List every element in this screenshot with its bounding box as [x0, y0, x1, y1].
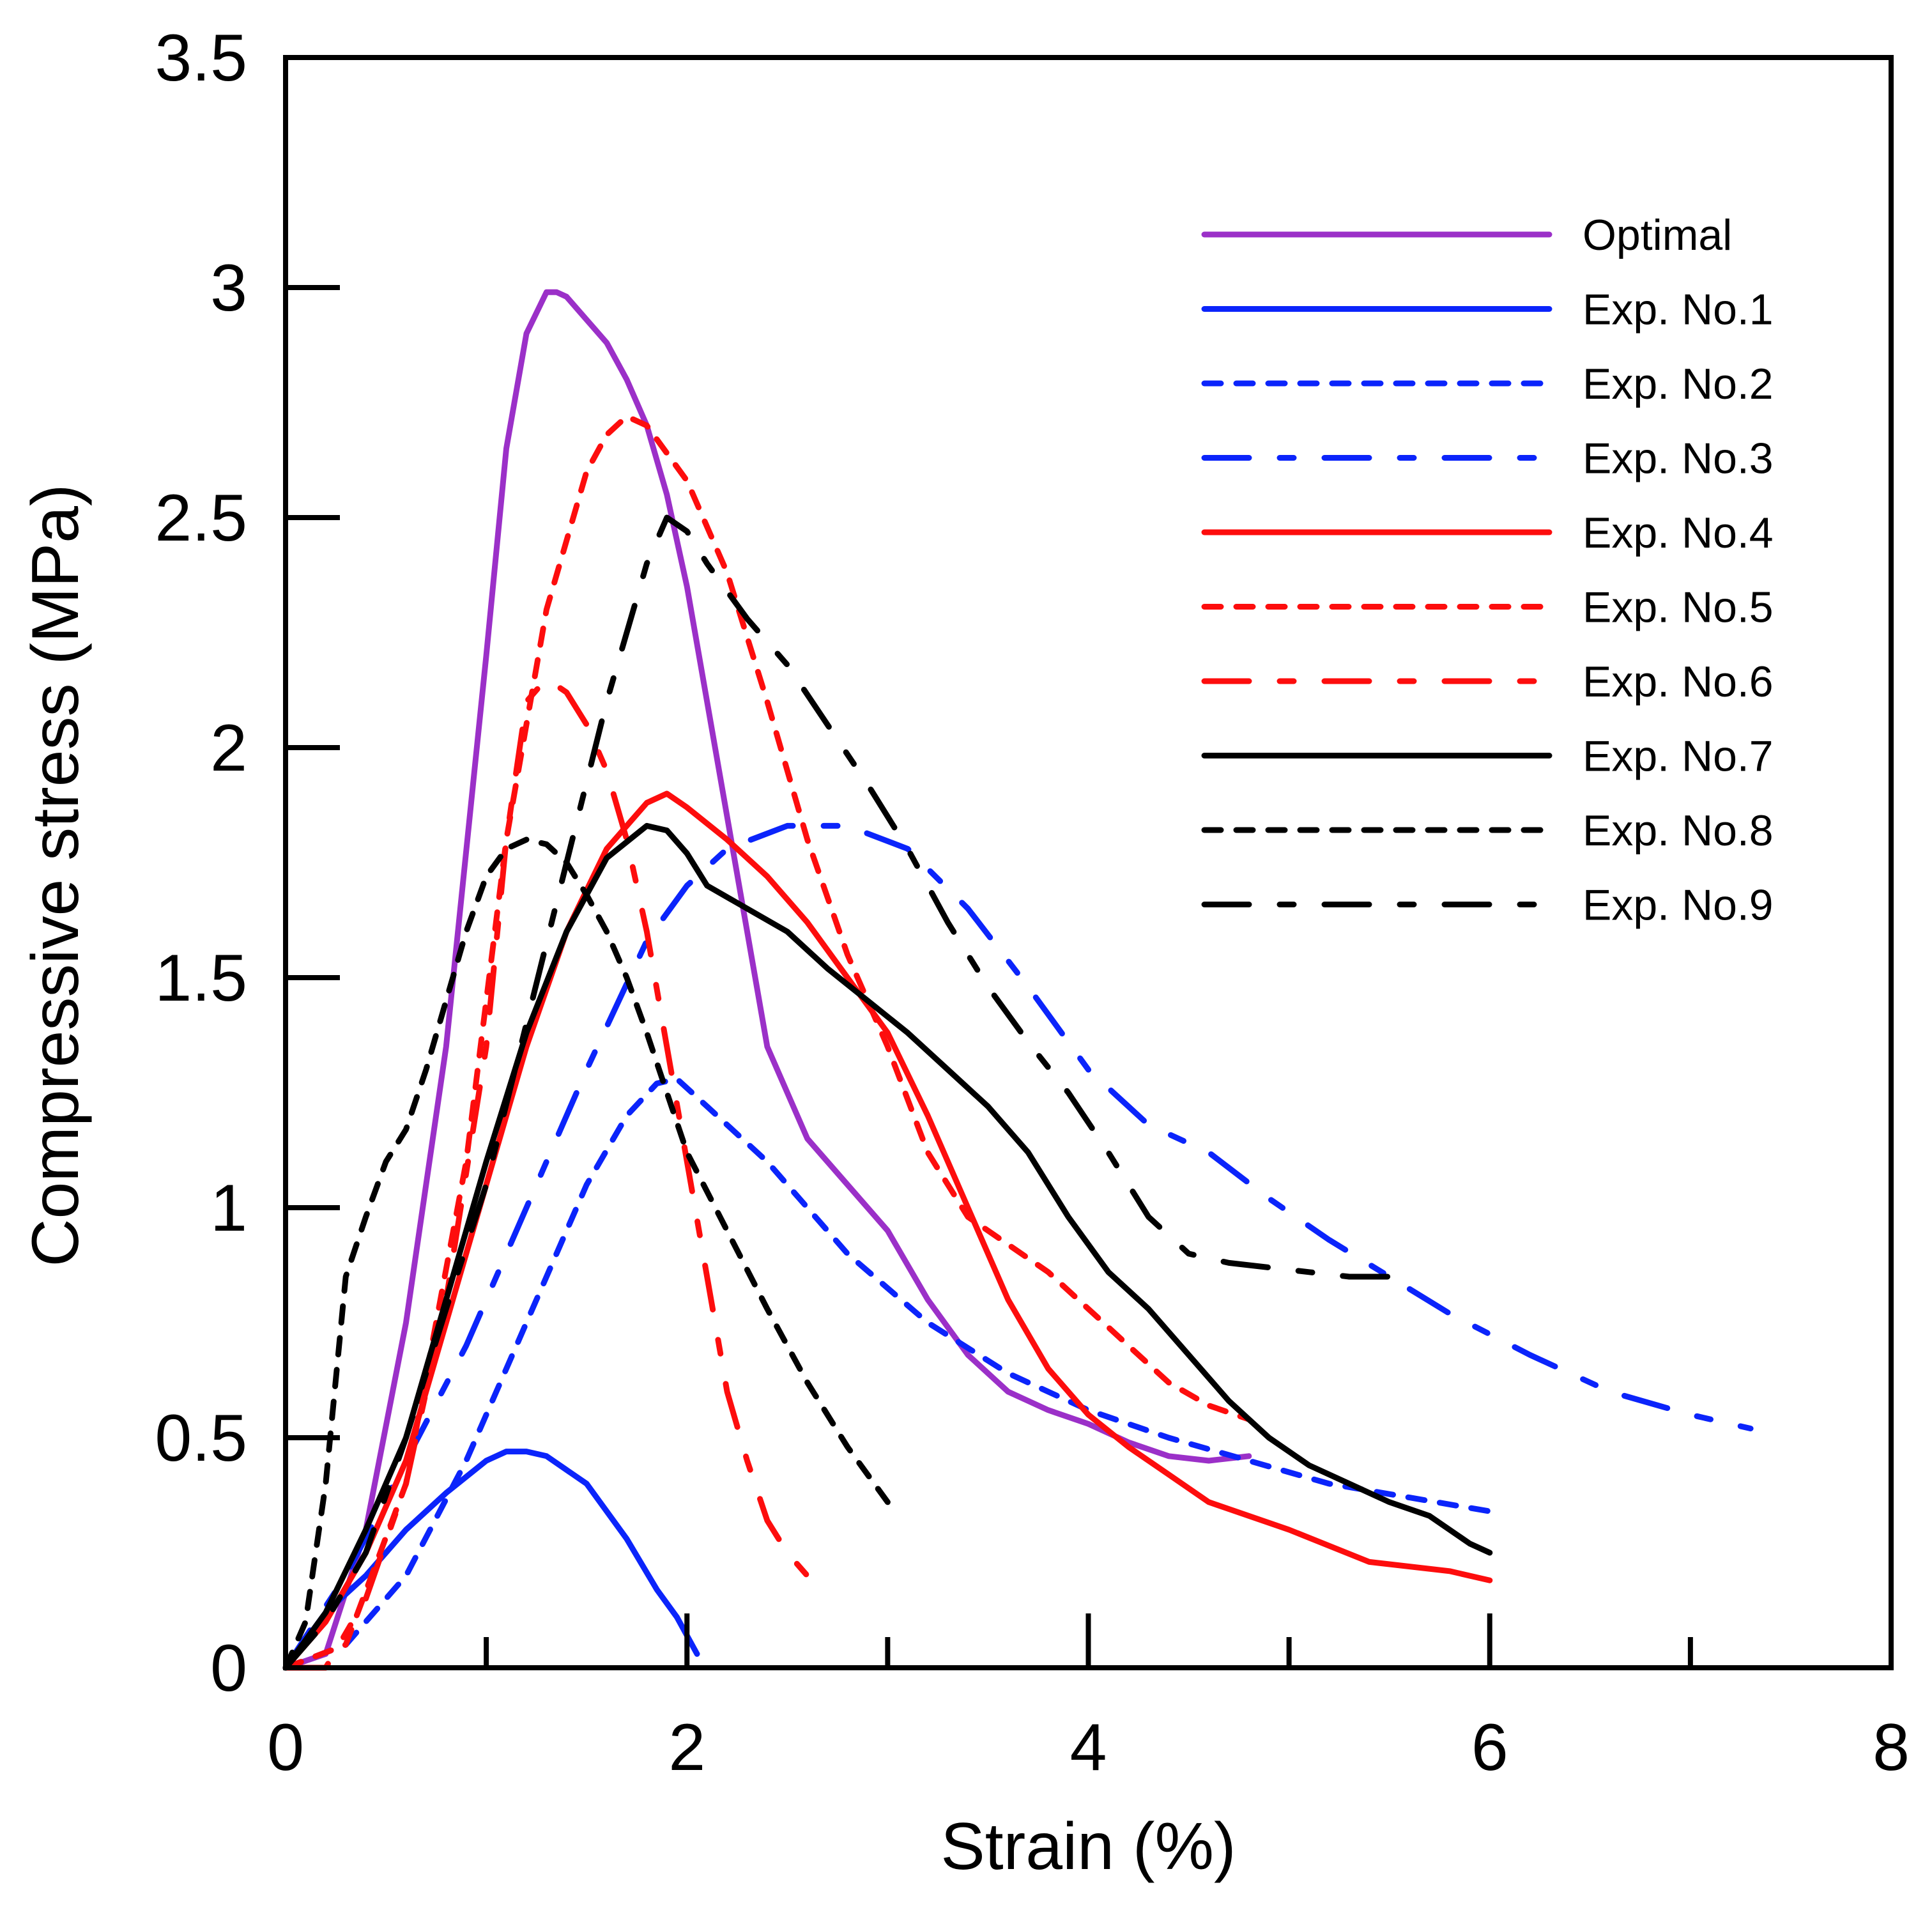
series-line-optimal — [282, 289, 1252, 1671]
legend-label-optimal: Optimal — [1583, 211, 1732, 259]
legend-label-exp-no-6: Exp. No.6 — [1583, 658, 1774, 706]
series-line-exp-no-5 — [282, 413, 1252, 1671]
series-line-exp-no-6 — [282, 675, 831, 1671]
x-tick-label-6: 6 — [1471, 1711, 1508, 1785]
x-tick-label-4: 4 — [1070, 1711, 1107, 1785]
y-tick-label-0: 0 — [210, 1631, 247, 1705]
x-tick-label-8: 8 — [1873, 1711, 1910, 1785]
legend-label-exp-no-4: Exp. No.4 — [1583, 509, 1774, 557]
series-line-exp-no-2 — [282, 1075, 1493, 1671]
series-line-exp-no-7 — [282, 822, 1493, 1671]
legend-label-exp-no-2: Exp. No.2 — [1583, 360, 1774, 408]
series-line-exp-no-9 — [282, 514, 1393, 1671]
tick-layer: 0 0.5 1 1.5 2 2.5 3 3.5 0 2 4 6 8 — [155, 21, 1910, 1785]
x-tick-label-2: 2 — [668, 1711, 705, 1785]
x-axis-label: Strain (%) — [940, 1810, 1236, 1884]
y-tick-label-3-5: 3.5 — [155, 21, 247, 95]
series-line-exp-no-3 — [282, 822, 1754, 1671]
y-axis-label: Compressive stress (MPa) — [19, 484, 93, 1266]
legend: Optimal Exp. No.1 Exp. No.2 Exp. No.3 Exp. N… — [1201, 211, 1774, 930]
legend-label-exp-no-1: Exp. No.1 — [1583, 286, 1774, 334]
y-tick-label-1-5: 1.5 — [155, 941, 247, 1015]
y-tick-label-2-5: 2.5 — [155, 481, 247, 555]
legend-label-exp-no-7: Exp. No.7 — [1583, 732, 1774, 781]
legend-label-exp-no-5: Exp. No.5 — [1583, 583, 1774, 632]
series-line-exp-no-8 — [282, 836, 891, 1671]
series-layer — [282, 289, 1754, 1671]
legend-label-exp-no-3: Exp. No.3 — [1583, 435, 1774, 483]
y-tick-label-1: 1 — [210, 1171, 247, 1245]
y-tick-label-3: 3 — [210, 251, 247, 325]
legend-label-exp-no-9: Exp. No.9 — [1583, 881, 1774, 930]
legend-label-exp-no-8: Exp. No.8 — [1583, 806, 1774, 855]
y-tick-label-0-5: 0.5 — [155, 1401, 247, 1475]
y-tick-label-2: 2 — [210, 711, 247, 785]
x-tick-label-0: 0 — [267, 1711, 304, 1785]
